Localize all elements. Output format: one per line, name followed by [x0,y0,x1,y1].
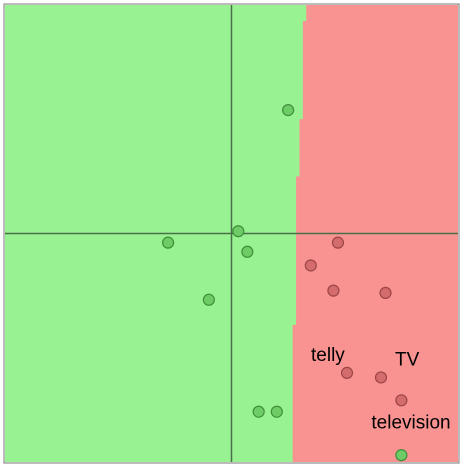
data-points [161,104,408,462]
green-point-3 [241,245,254,258]
green-point-2 [161,236,175,249]
point-label-television: television [371,412,450,433]
point-label-TV: TV [395,349,420,370]
green-point-1 [232,225,245,238]
green-point-4 [202,293,215,306]
point-label-telly: telly [311,345,345,366]
green-point-6 [270,405,283,418]
red-point-3 [379,286,392,300]
green-point-5 [252,405,265,418]
red-point-6 [395,394,408,407]
green-point-7 [395,449,408,462]
plot-frame [3,3,460,464]
red-point-1 [304,259,317,272]
red-point-2 [327,284,340,297]
green-point-0 [282,104,295,117]
red-point-0 [331,236,345,249]
red-point-5 [374,371,388,384]
red-point-4 [340,366,354,379]
axes [5,5,458,462]
point-labels: telly TV television [311,345,451,433]
